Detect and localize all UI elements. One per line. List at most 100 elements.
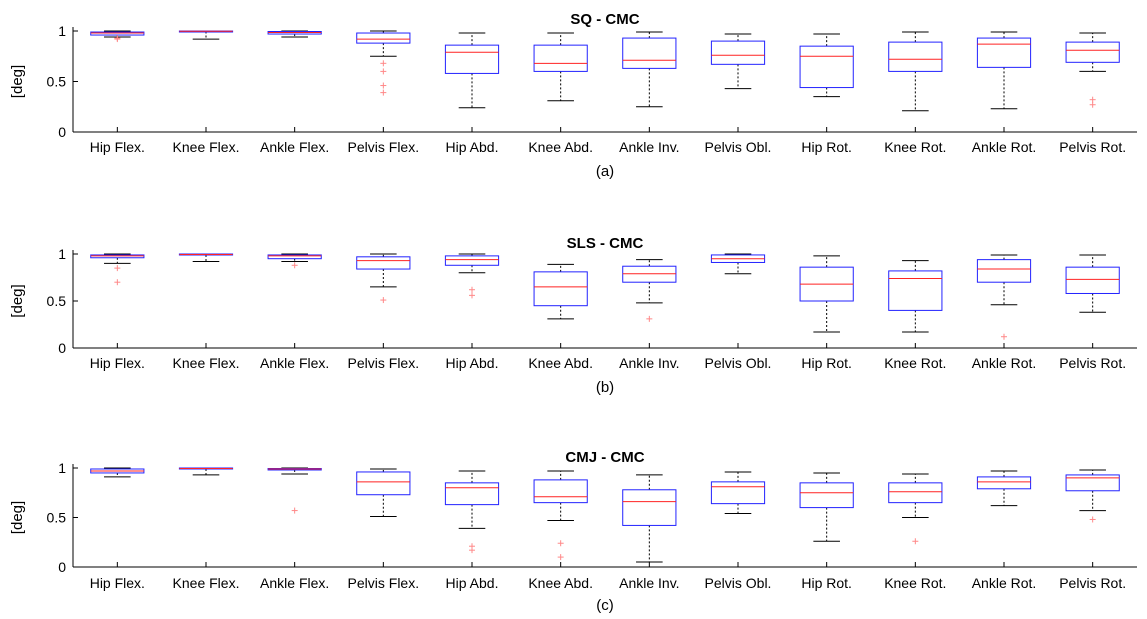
chart-panel-2: SLS - CMC [deg] (b) 0 0.5 1 Hip Flex. Knee Flex… [9, 235, 1137, 396]
box-group: Knee Abd. [528, 470, 593, 591]
panel-caption: (b) [596, 379, 614, 396]
iqr-box [444, 44, 500, 74]
box-group: Pelvis Obl. [705, 33, 772, 155]
iqr-box [533, 479, 588, 504]
box-group: Hip Rot. [799, 33, 854, 155]
x-tick-label: Pelvis Obl. [705, 139, 772, 155]
box-group: Ankle Rot. [972, 470, 1036, 591]
y-tick-label: 0.5 [47, 510, 67, 526]
x-tick-label: Knee Abd. [528, 355, 593, 371]
box-group: Knee Flex. [173, 30, 239, 155]
iqr-box [1065, 474, 1120, 492]
chart-title: SQ - CMC [570, 11, 639, 28]
iqr-box [533, 44, 588, 72]
x-tick-label: Hip Flex. [90, 355, 145, 371]
outlier-point [380, 60, 387, 67]
y-tick-label: 0 [58, 124, 66, 140]
outlier-point [469, 286, 475, 293]
x-tick-label: Pelvis Flex. [348, 355, 420, 371]
x-tick-label: Hip Abd. [446, 575, 499, 591]
x-tick-label: Pelvis Flex. [348, 139, 420, 155]
y-tick-label: 0.5 [47, 293, 67, 309]
chart-panel-1: SQ - CMC [deg] (a) 0 0.5 1 Hip Flex. Knee Flex.… [9, 11, 1137, 180]
y-tick-label: 1 [58, 246, 66, 262]
box-group: Pelvis Obl. [705, 253, 772, 371]
outlier-point [380, 297, 387, 304]
x-tick-label: Ankle Flex. [260, 355, 329, 371]
box-group: Pelvis Flex. [348, 468, 419, 591]
box-group: Hip Abd. [444, 253, 500, 371]
y-tick-label: 0 [58, 340, 66, 356]
box-group: Knee Rot. [884, 260, 946, 371]
x-tick-label: Hip Rot. [801, 575, 852, 591]
box-group: Pelvis Flex. [348, 253, 420, 371]
box-group: Hip Abd. [444, 470, 500, 591]
outlier-point [1089, 101, 1096, 108]
panel-caption: (c) [596, 597, 614, 614]
iqr-box [356, 256, 411, 270]
outlier-point [469, 292, 475, 299]
x-tick-label: Hip Flex. [90, 575, 145, 591]
box-group: Pelvis Flex. [348, 30, 420, 155]
x-tick-label: Ankle Flex. [260, 575, 329, 591]
iqr-box [533, 271, 588, 307]
outlier-point [646, 315, 653, 322]
box-group: Knee Abd. [528, 32, 593, 155]
x-tick-label: Pelvis Rot. [1059, 575, 1126, 591]
iqr-box [976, 37, 1032, 68]
outlier-point [380, 89, 387, 96]
x-tick-label: Hip Abd. [446, 355, 499, 371]
box-group: Knee Flex. [173, 253, 239, 371]
outlier-point [380, 82, 387, 89]
box-group: Hip Flex. [90, 253, 145, 371]
x-tick-label: Ankle Rot. [972, 355, 1037, 371]
x-tick-label: Ankle Rot. [972, 139, 1037, 155]
box-group: Ankle Flex. [260, 30, 329, 155]
x-tick-label: Ankle Inv. [619, 139, 679, 155]
x-tick-label: Knee Abd. [528, 575, 593, 591]
iqr-box [356, 32, 411, 44]
iqr-box [888, 270, 943, 311]
x-tick-label: Ankle Inv. [619, 575, 679, 591]
x-tick-label: Knee Rot. [884, 139, 946, 155]
iqr-box [710, 40, 766, 65]
box-group: Hip Flex. [90, 467, 145, 591]
box-group: Ankle Flex. [260, 253, 329, 371]
outlier-point [291, 507, 298, 514]
box-group: Knee Flex. [173, 467, 240, 591]
box-group: Pelvis Obl. [705, 471, 771, 591]
outlier-point [1089, 96, 1096, 103]
box-group: Ankle Inv. [619, 474, 680, 591]
box-group: Knee Abd. [528, 263, 593, 371]
y-tick-label: 1 [58, 460, 66, 476]
box-group: Knee Rot. [884, 473, 946, 591]
iqr-box [444, 482, 500, 506]
x-tick-label: Pelvis Rot. [1059, 139, 1126, 155]
iqr-box [622, 37, 677, 69]
x-tick-label: Pelvis Rot. [1059, 355, 1126, 371]
outlier-point [557, 540, 564, 547]
x-tick-label: Hip Rot. [801, 139, 852, 155]
iqr-box [267, 254, 322, 260]
outlier-point [114, 279, 121, 286]
box-group: Hip Rot. [799, 472, 854, 591]
iqr-box [888, 482, 943, 504]
x-tick-label: Hip Abd. [446, 139, 499, 155]
iqr-box [1065, 266, 1120, 294]
box-group: Hip Rot. [799, 255, 854, 371]
iqr-box [710, 481, 766, 505]
iqr-box [976, 476, 1032, 490]
chart-panel-3: CMJ - CMC [deg] (c) 0 0.5 1 Hip Flex. Knee Flex… [9, 449, 1137, 614]
x-tick-label: Knee Rot. [884, 355, 946, 371]
x-tick-label: Knee Flex. [173, 575, 240, 591]
y-tick-label: 0.5 [47, 74, 67, 90]
outlier-point [114, 36, 121, 43]
x-tick-label: Pelvis Obl. [705, 355, 772, 371]
outlier-point [291, 262, 298, 269]
y-axis-label: [deg] [9, 501, 26, 534]
y-axis-label: [deg] [9, 65, 26, 98]
x-tick-label: Ankle Flex. [260, 139, 329, 155]
box-group: Ankle Rot. [972, 254, 1037, 371]
chart-title: SLS - CMC [567, 235, 644, 252]
